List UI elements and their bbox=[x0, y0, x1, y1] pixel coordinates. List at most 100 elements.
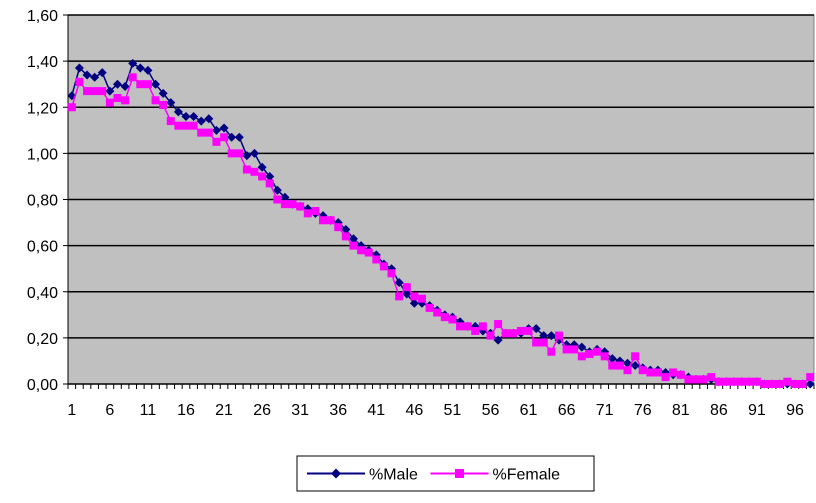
data-point bbox=[653, 368, 662, 377]
data-point bbox=[798, 380, 807, 388]
data-point bbox=[806, 373, 815, 382]
y-tick-label: 1,00 bbox=[27, 146, 58, 163]
data-point bbox=[257, 162, 267, 172]
data-point bbox=[121, 96, 130, 105]
data-point bbox=[402, 283, 411, 292]
data-point bbox=[372, 255, 381, 264]
data-point bbox=[357, 246, 366, 255]
data-point bbox=[158, 88, 168, 98]
data-point bbox=[174, 121, 183, 130]
data-point bbox=[714, 377, 723, 386]
data-point bbox=[296, 202, 305, 211]
data-point bbox=[600, 352, 609, 361]
x-tick-label: 46 bbox=[405, 402, 423, 419]
y-tick-label: 1,40 bbox=[27, 54, 58, 71]
data-point bbox=[341, 232, 350, 241]
legend: %Male %Female bbox=[296, 455, 595, 492]
x-tick-label: 31 bbox=[291, 402, 309, 419]
data-point bbox=[348, 234, 358, 244]
data-point bbox=[631, 352, 640, 361]
data-point bbox=[722, 377, 731, 386]
data-point bbox=[136, 80, 145, 89]
data-point bbox=[607, 354, 617, 364]
data-point bbox=[745, 377, 754, 386]
data-point bbox=[113, 94, 122, 103]
data-point bbox=[311, 207, 320, 216]
data-point bbox=[196, 116, 206, 126]
axes: 0,000,200,400,600,801,001,201,401,601 6 11… bbox=[27, 8, 815, 419]
data-point bbox=[707, 373, 716, 382]
x-tick-label: 1 bbox=[67, 402, 76, 419]
data-point bbox=[486, 331, 495, 340]
data-point bbox=[112, 79, 122, 89]
data-point bbox=[135, 63, 145, 73]
data-point bbox=[189, 111, 199, 121]
data-point bbox=[539, 338, 548, 347]
data-point bbox=[258, 172, 267, 181]
data-point bbox=[128, 73, 137, 82]
data-point bbox=[638, 366, 647, 375]
data-point bbox=[341, 224, 351, 234]
data-point bbox=[775, 380, 784, 388]
x-tick-label: 81 bbox=[672, 402, 690, 419]
data-point bbox=[166, 117, 175, 126]
data-point bbox=[151, 79, 161, 89]
x-tick-label: 6 bbox=[105, 402, 114, 419]
x-tick-label: 21 bbox=[215, 402, 233, 419]
data-point bbox=[493, 335, 503, 345]
x-tick-label: 96 bbox=[786, 402, 804, 419]
data-point bbox=[615, 361, 624, 370]
data-point bbox=[562, 345, 571, 354]
data-point bbox=[273, 195, 282, 204]
data-point bbox=[234, 132, 244, 142]
y-tick-label: 1,60 bbox=[27, 8, 58, 25]
x-tick-label: 66 bbox=[558, 402, 576, 419]
data-point bbox=[805, 379, 815, 389]
data-point bbox=[501, 329, 510, 338]
x-tick-label: 56 bbox=[482, 402, 500, 419]
legend-marker bbox=[331, 468, 341, 479]
data-point bbox=[151, 96, 160, 105]
x-tick-label: 61 bbox=[520, 402, 538, 419]
data-point bbox=[410, 292, 419, 301]
data-point bbox=[760, 380, 769, 388]
data-point bbox=[288, 200, 297, 209]
legend-label: %Male bbox=[369, 467, 418, 484]
gridlines bbox=[68, 14, 814, 339]
data-point bbox=[364, 248, 373, 257]
data-point bbox=[349, 241, 358, 250]
data-point bbox=[227, 149, 236, 158]
data-point bbox=[661, 373, 670, 382]
data-point bbox=[692, 375, 701, 384]
data-point bbox=[577, 352, 586, 361]
data-point bbox=[90, 72, 100, 82]
data-point bbox=[98, 87, 107, 96]
data-point bbox=[189, 121, 198, 130]
y-tick-label: 0,20 bbox=[27, 331, 58, 348]
data-point bbox=[539, 331, 549, 341]
data-point bbox=[326, 216, 335, 225]
x-tick-label: 16 bbox=[177, 402, 195, 419]
data-point bbox=[623, 366, 632, 375]
data-point bbox=[409, 298, 419, 308]
data-point bbox=[630, 361, 640, 371]
data-point bbox=[319, 216, 328, 225]
data-point bbox=[159, 100, 168, 109]
y-tick-label: 0,60 bbox=[27, 239, 58, 256]
data-point bbox=[143, 65, 153, 75]
data-point bbox=[402, 289, 412, 299]
data-point bbox=[737, 377, 746, 386]
data-point bbox=[790, 380, 799, 388]
data-point bbox=[204, 128, 213, 137]
data-point bbox=[250, 148, 259, 158]
data-point bbox=[166, 98, 176, 108]
data-point bbox=[334, 223, 343, 232]
data-point bbox=[265, 179, 274, 188]
data-point bbox=[478, 322, 487, 331]
data-point bbox=[235, 149, 244, 158]
data-point bbox=[105, 98, 114, 107]
data-point bbox=[585, 350, 594, 359]
data-point bbox=[280, 192, 290, 202]
data-point bbox=[494, 320, 503, 329]
